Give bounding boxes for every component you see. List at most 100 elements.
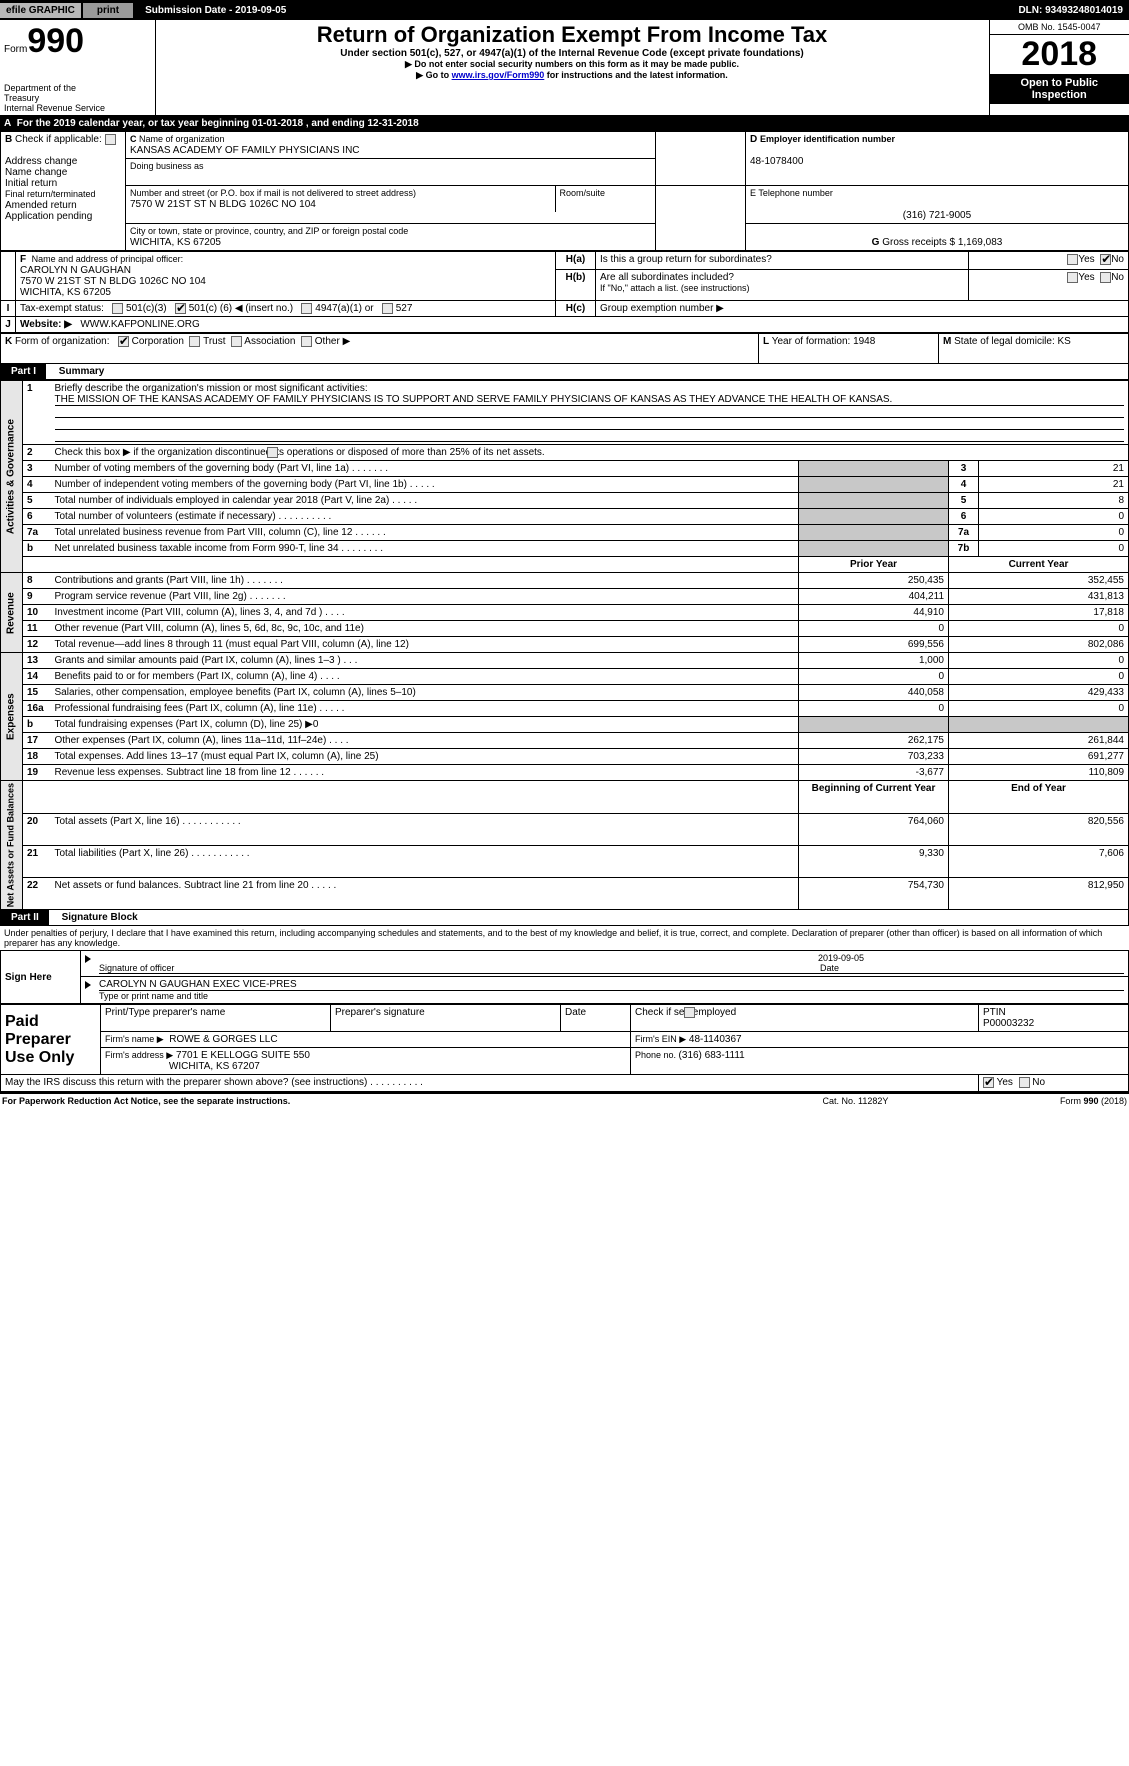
r20-n: 20 bbox=[23, 813, 51, 845]
ha-no-lbl: No bbox=[1111, 254, 1124, 265]
side-activities: Activities & Governance bbox=[1, 381, 23, 573]
r7a-box: 7a bbox=[949, 525, 979, 541]
r11-p: 0 bbox=[799, 621, 949, 637]
parti-label: Part I bbox=[1, 364, 46, 379]
r4-t: Number of independent voting members of … bbox=[51, 477, 799, 493]
partii-title: Signature Block bbox=[52, 912, 138, 923]
preparer-table: Paid Preparer Use Only Print/Type prepar… bbox=[0, 1004, 1129, 1091]
r11-n: 11 bbox=[23, 621, 51, 637]
discuss-yes[interactable] bbox=[983, 1077, 994, 1088]
pp-check: Check if self-employed bbox=[631, 1005, 979, 1032]
gross-receipts: 1,169,083 bbox=[958, 237, 1003, 248]
r15-p: 440,058 bbox=[799, 685, 949, 701]
r20-c: 820,556 bbox=[949, 813, 1129, 845]
partii-label: Part II bbox=[1, 910, 49, 925]
r13-t: Grants and similar amounts paid (Part IX… bbox=[51, 653, 799, 669]
chk-527[interactable] bbox=[382, 303, 393, 314]
r5-t: Total number of individuals employed in … bbox=[51, 493, 799, 509]
footer-cat: Cat. No. 11282Y bbox=[769, 1093, 942, 1108]
firm-addr-lbl: Firm's address ▶ bbox=[105, 1050, 173, 1060]
r8-n: 8 bbox=[23, 573, 51, 589]
r22-c: 812,950 bbox=[949, 878, 1129, 910]
r17-c: 261,844 bbox=[949, 733, 1129, 749]
boxc-name-label: Name of organization bbox=[139, 134, 225, 144]
col-prior: Prior Year bbox=[799, 557, 949, 573]
boxk-label: Form of organization: bbox=[15, 336, 110, 347]
hb-yes[interactable] bbox=[1067, 272, 1078, 283]
ha-yes[interactable] bbox=[1067, 254, 1078, 265]
lbl-501c-b: ) ◀ (insert no.) bbox=[229, 303, 293, 314]
lbl-501c3: 501(c)(3) bbox=[126, 303, 167, 314]
r5-n: 5 bbox=[23, 493, 51, 509]
chk-corp[interactable] bbox=[118, 336, 129, 347]
r8-t: Contributions and grants (Part VIII, lin… bbox=[51, 573, 799, 589]
firm-phone: (316) 683-1111 bbox=[679, 1050, 745, 1061]
discuss-no[interactable] bbox=[1019, 1077, 1030, 1088]
r16a-c: 0 bbox=[949, 701, 1129, 717]
r18-c: 691,277 bbox=[949, 749, 1129, 765]
hb-no[interactable] bbox=[1100, 272, 1111, 283]
r4-n: 4 bbox=[23, 477, 51, 493]
instructions-link[interactable]: www.irs.gov/Form990 bbox=[452, 70, 545, 80]
r8-c: 352,455 bbox=[949, 573, 1129, 589]
omb-label: OMB No. bbox=[1018, 22, 1058, 32]
part-ii-hdr: Part II Signature Block bbox=[0, 910, 1129, 926]
chk-assoc[interactable] bbox=[231, 336, 242, 347]
col-end: End of Year bbox=[949, 781, 1129, 813]
officer-name: CAROLYN N GAUGHAN bbox=[20, 265, 131, 276]
col-begin: Beginning of Current Year bbox=[799, 781, 949, 813]
r13-p: 1,000 bbox=[799, 653, 949, 669]
sig-officer-lbl: Signature of officer bbox=[99, 963, 814, 974]
r15-t: Salaries, other compensation, employee b… bbox=[51, 685, 799, 701]
form-subtitle: Under section 501(c), 527, or 4947(a)(1)… bbox=[160, 48, 985, 59]
dln-label: DLN: bbox=[1018, 5, 1045, 16]
r18-n: 18 bbox=[23, 749, 51, 765]
print-button[interactable]: print bbox=[83, 3, 133, 18]
lbl-trust: Trust bbox=[203, 336, 225, 347]
opt-initial: Initial return bbox=[5, 178, 57, 189]
r15-c: 429,433 bbox=[949, 685, 1129, 701]
linea-end: 12-31-2018 bbox=[368, 118, 419, 129]
side-netassets: Net Assets or Fund Balances bbox=[1, 781, 23, 910]
r10-n: 10 bbox=[23, 605, 51, 621]
r3-box: 3 bbox=[949, 461, 979, 477]
r20-p: 764,060 bbox=[799, 813, 949, 845]
q1-label: Briefly describe the organization's miss… bbox=[55, 383, 368, 394]
chk-501c[interactable] bbox=[175, 303, 186, 314]
chk-applicable[interactable] bbox=[105, 134, 116, 145]
topbar: efile GRAPHIC print Submission Date - 20… bbox=[0, 0, 1129, 20]
dba-label: Doing business as bbox=[130, 161, 204, 171]
dln: DLN: 93493248014019 bbox=[1012, 3, 1129, 18]
street-label: Number and street (or P.O. box if mail i… bbox=[130, 188, 416, 198]
footer-pra: For Paperwork Reduction Act Notice, see … bbox=[0, 1093, 769, 1108]
r3-v: 21 bbox=[979, 461, 1129, 477]
boxes-bcdefg: B Check if applicable: Address change Na… bbox=[0, 131, 1129, 251]
boxf-label: Name and address of principal officer: bbox=[32, 254, 183, 264]
discuss: May the IRS discuss this return with the… bbox=[5, 1077, 423, 1088]
sig-date-val: 2019-09-05 bbox=[99, 953, 1124, 963]
chk-4947[interactable] bbox=[301, 303, 312, 314]
paid-preparer: Paid Preparer Use Only bbox=[1, 1005, 101, 1075]
chk-trust[interactable] bbox=[189, 336, 200, 347]
firm-ein-lbl: Firm's EIN ▶ bbox=[635, 1034, 686, 1044]
chk-discontinued[interactable] bbox=[267, 447, 278, 458]
domicile: KS bbox=[1058, 336, 1071, 347]
ha-no[interactable] bbox=[1100, 254, 1111, 265]
typed-label: Type or print name and title bbox=[99, 991, 1124, 1001]
r12-n: 12 bbox=[23, 637, 51, 653]
opt-name: Name change bbox=[5, 167, 67, 178]
firm-addr2: WICHITA, KS 67207 bbox=[169, 1061, 260, 1072]
r14-p: 0 bbox=[799, 669, 949, 685]
chk-selfemployed[interactable] bbox=[684, 1007, 695, 1018]
q1-text: THE MISSION OF THE KANSAS ACADEMY OF FAM… bbox=[55, 394, 1125, 406]
r10-t: Investment income (Part VIII, column (A)… bbox=[51, 605, 799, 621]
r22-n: 22 bbox=[23, 878, 51, 910]
r14-c: 0 bbox=[949, 669, 1129, 685]
chk-other[interactable] bbox=[301, 336, 312, 347]
r19-t: Revenue less expenses. Subtract line 18 … bbox=[51, 765, 799, 781]
r13-n: 13 bbox=[23, 653, 51, 669]
r16a-p: 0 bbox=[799, 701, 949, 717]
r17-t: Other expenses (Part IX, column (A), lin… bbox=[51, 733, 799, 749]
pointer-icon-2 bbox=[85, 981, 91, 989]
chk-501c3[interactable] bbox=[112, 303, 123, 314]
